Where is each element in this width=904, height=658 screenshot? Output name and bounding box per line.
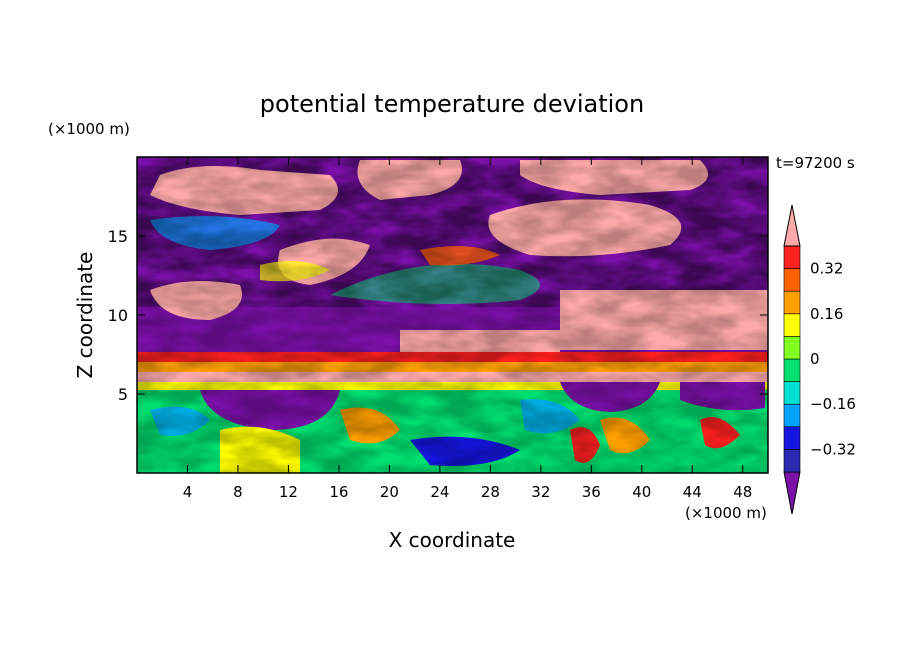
colorbar-bin <box>783 358 801 382</box>
x-tick-label: 24 <box>430 483 449 501</box>
colorbar-label: −0.32 <box>810 440 856 458</box>
x-tick-label: 40 <box>632 483 651 501</box>
colorbar-label: 0.32 <box>810 260 843 278</box>
y-axis-ticks: 5 10 15 <box>108 227 768 404</box>
time-label: t=97200 s <box>776 154 855 172</box>
y-tick-label: 5 <box>118 385 128 404</box>
colorbar: 0.32 0.16 0 −0.16 −0.32 <box>783 204 856 515</box>
x-axis-label: X coordinate <box>389 528 516 552</box>
y-tick-label: 10 <box>108 306 128 325</box>
x-tick-label: 16 <box>329 483 348 501</box>
x-tick-label: 20 <box>380 483 399 501</box>
y-unit-label: (×1000 m) <box>48 120 130 138</box>
x-tick-label: 8 <box>233 483 243 501</box>
x-tick-label: 44 <box>683 483 702 501</box>
colorbar-bin <box>783 245 801 269</box>
colorbar-label: 0 <box>810 350 820 368</box>
y-axis-label: Z coordinate <box>73 252 97 379</box>
contour-field <box>137 157 768 473</box>
colorbar-bin <box>783 449 801 473</box>
x-tick-label: 48 <box>733 483 752 501</box>
x-tick-label: 12 <box>279 483 298 501</box>
x-tick-label: 32 <box>531 483 550 501</box>
colorbar-extend-low <box>783 471 801 515</box>
colorbar-label: −0.16 <box>810 395 856 413</box>
colorbar-bin <box>783 381 801 405</box>
colorbar-bin <box>783 268 801 292</box>
colorbar-bin <box>783 403 801 428</box>
x-tick-label: 28 <box>481 483 500 501</box>
colorbar-bin <box>783 426 801 450</box>
chart-title: potential temperature deviation <box>260 90 644 118</box>
colorbar-bin <box>783 313 801 337</box>
colorbar-label: 0.16 <box>810 305 843 323</box>
colorbar-bin <box>783 336 801 360</box>
turbulence-overlay <box>137 157 768 473</box>
x-tick-label: 36 <box>582 483 601 501</box>
x-tick-label: 4 <box>183 483 193 501</box>
y-tick-label: 15 <box>108 227 128 246</box>
x-axis-ticks: 4 8 12 16 20 24 28 32 36 40 44 48 <box>183 157 752 501</box>
colorbar-extend-high <box>783 204 801 247</box>
colorbar-bin <box>783 290 801 315</box>
x-unit-label: (×1000 m) <box>685 504 767 522</box>
